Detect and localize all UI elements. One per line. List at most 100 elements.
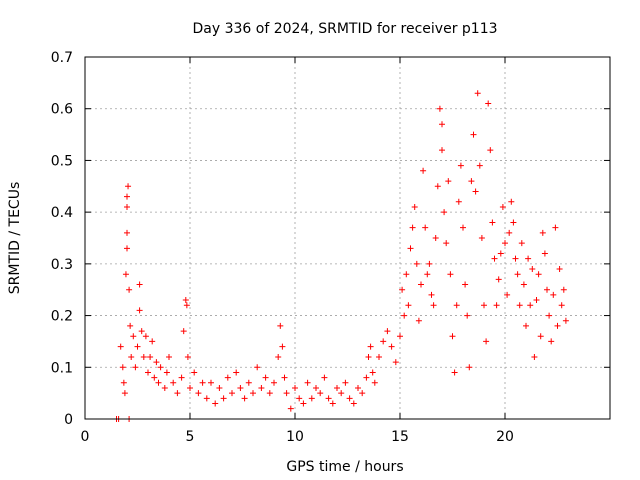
data-point [308, 395, 315, 402]
data-point [466, 364, 473, 371]
data-point [127, 322, 134, 329]
data-point [397, 333, 403, 340]
data-point [124, 203, 130, 210]
data-point [124, 245, 130, 252]
data-point [508, 198, 515, 205]
axis-ticks: 0 5 10 15 20 0 0.1 0.2 0.3 0.4 0.5 0.6 0.7 [51, 50, 610, 445]
y-tick-label: 0.2 [51, 309, 73, 325]
data-point [271, 379, 277, 386]
data-point [415, 317, 422, 324]
data-point [411, 203, 418, 210]
data-point [422, 224, 429, 231]
data-point [184, 353, 191, 360]
data-point [155, 379, 162, 386]
data-point [365, 353, 372, 360]
data-point [258, 384, 265, 391]
data-point [460, 224, 466, 231]
data-point [342, 379, 349, 386]
data-point [212, 400, 219, 407]
data-point [281, 374, 288, 381]
data-point [453, 302, 460, 309]
data-point [529, 266, 536, 273]
data-point [476, 162, 483, 169]
data-point [388, 343, 395, 350]
data-point [558, 302, 565, 309]
data-point [338, 390, 345, 397]
data-point [403, 271, 410, 278]
data-point [514, 271, 521, 278]
data-point [510, 219, 517, 226]
data-point [178, 374, 185, 381]
data-point [409, 224, 416, 231]
data-point [241, 395, 248, 402]
data-point [405, 302, 412, 309]
data-point [287, 405, 294, 412]
data-point [346, 395, 353, 402]
data-point [329, 400, 336, 407]
data-point [451, 369, 458, 376]
data-point [428, 291, 435, 298]
data-point [518, 240, 525, 247]
data-point [420, 167, 427, 174]
data-point [275, 353, 282, 360]
data-point [277, 322, 284, 329]
data-point [554, 322, 561, 329]
data-point [254, 364, 261, 371]
data-point [539, 229, 546, 236]
data-point [474, 90, 481, 97]
data-point [537, 333, 544, 340]
data-point [170, 379, 177, 386]
data-point [439, 147, 445, 154]
y-tick-label: 0.6 [51, 102, 73, 118]
data-point [195, 390, 202, 397]
data-point [497, 250, 504, 257]
data-point [166, 353, 172, 360]
data-point [485, 100, 492, 107]
data-point [199, 379, 206, 386]
data-point [151, 374, 158, 381]
data-point [224, 374, 231, 381]
data-point [124, 229, 130, 236]
data-point [436, 105, 443, 112]
data-point [122, 271, 129, 278]
data-point [128, 353, 135, 360]
data-point [418, 281, 424, 288]
data-point [355, 384, 361, 391]
x-tick-label: 20 [496, 429, 514, 445]
data-point [550, 291, 557, 298]
data-point [157, 364, 164, 371]
data-point [363, 374, 370, 381]
data-point [527, 302, 534, 309]
data-point [321, 374, 328, 381]
data-point [560, 286, 567, 293]
data-point [163, 369, 170, 376]
data-point [220, 395, 227, 402]
data-point [262, 374, 269, 381]
data-point [392, 359, 399, 366]
data-point [430, 302, 437, 309]
data-point [380, 338, 387, 345]
data-point [125, 183, 132, 190]
data-point [233, 369, 240, 376]
data-point [153, 359, 160, 366]
data-point [187, 384, 193, 391]
data-point [535, 271, 542, 278]
data-point [304, 379, 311, 386]
data-point [376, 353, 382, 360]
data-point [279, 343, 286, 350]
data-point [149, 338, 156, 345]
data-point [491, 255, 498, 262]
data-point [457, 162, 464, 169]
data-point [325, 395, 332, 402]
data-point [443, 240, 450, 247]
data-point [548, 338, 555, 345]
data-point [413, 260, 420, 267]
data-point [439, 121, 445, 128]
data-point [499, 203, 506, 210]
data-point [478, 235, 485, 241]
data-point [504, 291, 511, 298]
data-point [147, 353, 154, 360]
data-point [455, 198, 462, 205]
data-point [441, 209, 448, 216]
data-point [136, 307, 143, 314]
